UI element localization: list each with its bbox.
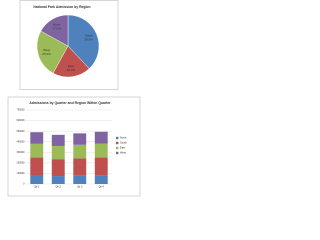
- bar-segment: [30, 157, 44, 176]
- legend-swatch: [116, 151, 119, 155]
- pie-slice: [52, 45, 90, 78]
- slice-value: 25.0%: [42, 52, 51, 56]
- y-tick-label: 500000: [17, 130, 26, 133]
- y-tick-label: 400000: [17, 140, 26, 143]
- bar-segment: [73, 175, 87, 184]
- y-tick-label: 0: [23, 183, 25, 186]
- legend-swatch: [116, 136, 119, 140]
- y-tick-label: 600000: [17, 119, 26, 122]
- pie-slice: [36, 30, 69, 74]
- pie-title: National Park Admission by Region: [33, 5, 90, 9]
- bar-segment: [30, 132, 44, 144]
- page: {"chart_data": [ {"type": "pie", "title"…: [7, 0, 141, 197]
- slice-label: South: [85, 34, 93, 38]
- x-tick-label: Qtr 3: [77, 186, 83, 189]
- y-tick-label: 200000: [17, 161, 26, 164]
- legend-swatch: [116, 141, 119, 145]
- bar-segment: [30, 143, 44, 158]
- bar-segment: [94, 131, 108, 144]
- bar-segment: [51, 159, 65, 177]
- bar-segment: [51, 134, 65, 146]
- y-tick-label: 300000: [17, 151, 26, 154]
- legend-label: East: [120, 146, 125, 150]
- slice-value: 38.0%: [84, 38, 93, 42]
- x-tick-label: Qtr 2: [56, 186, 62, 189]
- bar-segment: [51, 176, 65, 184]
- bar-segment: [30, 175, 44, 184]
- legend-label: South: [120, 141, 127, 145]
- slice-label: North: [53, 23, 61, 27]
- slice-value: 20.0%: [67, 68, 76, 72]
- x-tick-label: Qtr 1: [34, 186, 40, 189]
- legend-swatch: [116, 146, 119, 150]
- legend-label: North: [120, 136, 127, 140]
- pie-slice: [67, 14, 100, 69]
- pie-slice: [40, 14, 69, 47]
- slice-value: 17.0%: [52, 27, 61, 31]
- slice-label: West: [43, 48, 50, 52]
- bar-segment: [51, 145, 65, 160]
- legend-label: West: [120, 151, 126, 155]
- bar-segment: [94, 157, 108, 176]
- page-canvas: National Park Admission by Region Admiss…: [7, 0, 141, 197]
- x-tick-label: Qtr 4: [99, 186, 105, 189]
- y-tick-label: 100000: [17, 172, 26, 175]
- bar-segment: [94, 143, 108, 158]
- bar-title: Admissions by Quarter and Region Within …: [29, 101, 111, 105]
- bar-segment: [94, 175, 108, 184]
- slice-label: East: [68, 64, 74, 68]
- bar-segment: [73, 133, 87, 145]
- bar-segment: [73, 144, 87, 159]
- bar-segment: [73, 158, 87, 176]
- y-tick-label: 700000: [17, 109, 26, 112]
